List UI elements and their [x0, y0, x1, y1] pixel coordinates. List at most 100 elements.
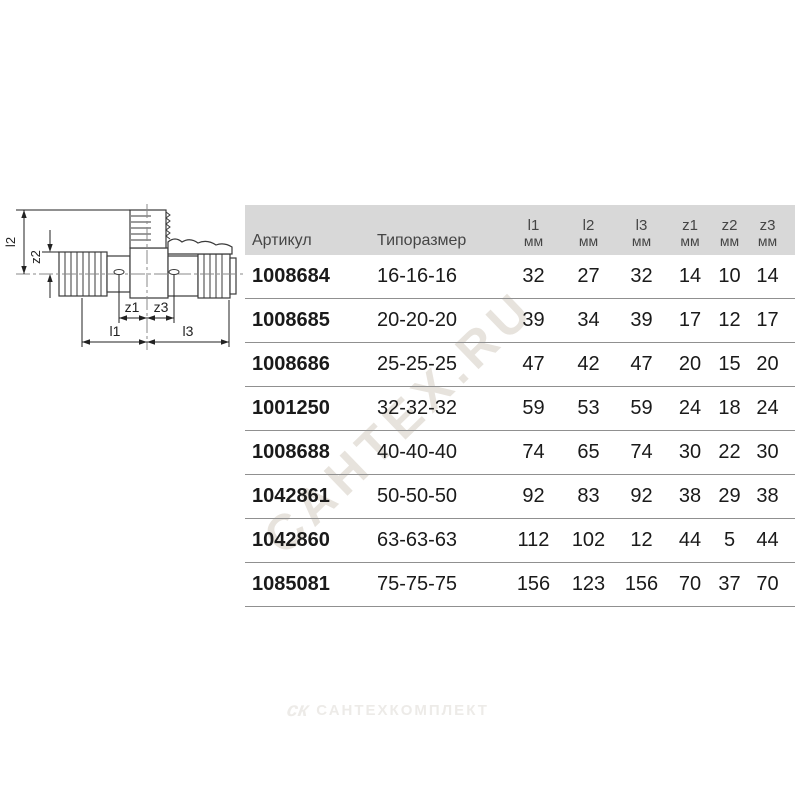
l3-value-cell: 39 [630, 309, 653, 331]
dim-label-z3: z3 [154, 299, 169, 315]
table-row: 1008686 25-25-25 47 42 47 20 15 20 [245, 343, 795, 387]
z1-value-cell: 24 [678, 397, 702, 419]
l1-value-cell: 112 [517, 529, 550, 551]
article-cell: 1042861 [252, 485, 330, 507]
dimension-arrows [21, 210, 229, 345]
table-row: 1008688 40-40-40 74 65 74 30 22 30 [245, 431, 795, 475]
fitting-skirt [167, 238, 233, 255]
l1-value-cell: 32 [522, 265, 545, 287]
header-z3: z3 мм [757, 216, 778, 250]
z2-value-cell: 18 [718, 397, 741, 419]
l2-value-cell: 65 [577, 441, 600, 463]
table-body: 1008684 16-16-16 32 27 32 14 10 14 10086… [245, 255, 795, 607]
z2-value-cell: 37 [718, 573, 741, 595]
header-l2: l2 мм [578, 216, 599, 250]
z1-value-cell: 20 [678, 353, 702, 375]
z2-value-cell: 15 [718, 353, 741, 375]
l3-value-cell: 92 [630, 485, 653, 507]
depth-mark [113, 269, 125, 275]
l1-value-cell: 74 [522, 441, 545, 463]
l3-value-cell: 156 [624, 573, 659, 595]
l2-value-cell: 27 [577, 265, 600, 287]
header-z2: z2 мм [719, 216, 740, 250]
depth-mark [168, 269, 180, 275]
size-cell: 25-25-25 [377, 353, 458, 375]
z2-value-cell: 29 [718, 485, 741, 507]
l1-value-cell: 156 [516, 573, 551, 595]
header-article: Артикул [245, 205, 365, 255]
l2-value-cell: 102 [571, 529, 606, 551]
dim-label-z2: z2 [28, 250, 43, 264]
article-cell: 1008688 [252, 441, 330, 463]
size-cell: 16-16-16 [377, 265, 458, 287]
header-article-label: Артикул [252, 232, 312, 250]
l1-value-cell: 47 [522, 353, 545, 375]
bottom-watermark-text: САНТЕХКОМПЛЕКТ [316, 702, 489, 719]
table-row: 1008685 20-20-20 39 34 39 17 12 17 [245, 299, 795, 343]
l3-value-cell: 47 [630, 353, 653, 375]
table-row: 1001250 32-32-32 59 53 59 24 18 24 [245, 387, 795, 431]
table-row: 1042861 50-50-50 92 83 92 38 29 38 [245, 475, 795, 519]
table-row: 1085081 75-75-75 156 123 156 70 37 70 [245, 563, 795, 607]
article-cell: 1085081 [252, 573, 330, 595]
table-row: 1042860 63-63-63 112 102 12 44 5 44 [245, 519, 795, 563]
size-cell: 63-63-63 [377, 529, 458, 551]
table-row: 1008684 16-16-16 32 27 32 14 10 14 [245, 255, 795, 299]
l2-value-cell: 34 [577, 309, 600, 331]
table-header: Артикул Типоразмер l1 мм l2 мм l3 мм z1 … [245, 205, 795, 255]
z2-value-cell: 12 [718, 309, 741, 331]
size-cell: 20-20-20 [377, 309, 458, 331]
article-cell: 1042860 [252, 529, 330, 551]
article-cell: 1008684 [252, 265, 330, 287]
l1-value-cell: 59 [522, 397, 545, 419]
z2-value-cell: 5 [723, 529, 736, 551]
bottom-watermark: ск САНТЕХКОМПЛЕКТ [285, 699, 489, 722]
header-l1: l1 мм [523, 216, 544, 250]
z1-value-cell: 38 [678, 485, 702, 507]
z2-value-cell: 22 [718, 441, 741, 463]
size-cell: 40-40-40 [377, 441, 458, 463]
santehkomplekt-logo-icon: ск [285, 699, 311, 721]
l2-value-cell: 83 [577, 485, 600, 507]
l3-value-cell: 59 [630, 397, 653, 419]
size-cell: 75-75-75 [377, 573, 458, 595]
article-cell: 1001250 [252, 397, 330, 419]
article-cell: 1008685 [252, 309, 330, 331]
header-z1: z1 мм [680, 216, 700, 250]
z1-value-cell: 17 [678, 309, 702, 331]
l2-value-cell: 53 [577, 397, 600, 419]
z1-value-cell: 14 [678, 265, 702, 287]
l2-value-cell: 42 [577, 353, 600, 375]
header-size-label: Типоразмер [377, 232, 467, 250]
fitting-body [58, 209, 237, 299]
z2-value-cell: 10 [718, 265, 741, 287]
fitting-technical-drawing: l2 z2 z1 z3 l1 l3 [3, 204, 245, 350]
z3-value-cell: 38 [756, 485, 779, 507]
article-cell: 1008686 [252, 353, 330, 375]
l3-value-cell: 32 [630, 265, 653, 287]
header-size: Типоразмер [365, 205, 505, 255]
dim-label-l3: l3 [183, 323, 194, 339]
header-l3: l3 мм [631, 216, 652, 250]
z3-value-cell: 44 [756, 529, 779, 551]
z3-value-cell: 17 [756, 309, 779, 331]
l2-value-cell: 123 [571, 573, 606, 595]
dim-label-l1: l1 [110, 323, 121, 339]
dim-label-l2: l2 [3, 237, 18, 247]
z3-value-cell: 24 [756, 397, 779, 419]
z1-value-cell: 30 [678, 441, 702, 463]
l3-value-cell: 12 [630, 529, 653, 551]
size-cell: 32-32-32 [377, 397, 458, 419]
l3-value-cell: 74 [630, 441, 653, 463]
z1-value-cell: 70 [678, 573, 702, 595]
z3-value-cell: 30 [756, 441, 779, 463]
centerlines [16, 204, 245, 350]
fitting-ribs [64, 211, 171, 296]
z3-value-cell: 20 [756, 353, 779, 375]
size-cell: 50-50-50 [377, 485, 458, 507]
dim-label-z1: z1 [125, 299, 140, 315]
z1-value-cell: 44 [678, 529, 702, 551]
z3-value-cell: 70 [756, 573, 779, 595]
spec-table: Артикул Типоразмер l1 мм l2 мм l3 мм z1 … [245, 205, 795, 607]
l1-value-cell: 39 [522, 309, 545, 331]
